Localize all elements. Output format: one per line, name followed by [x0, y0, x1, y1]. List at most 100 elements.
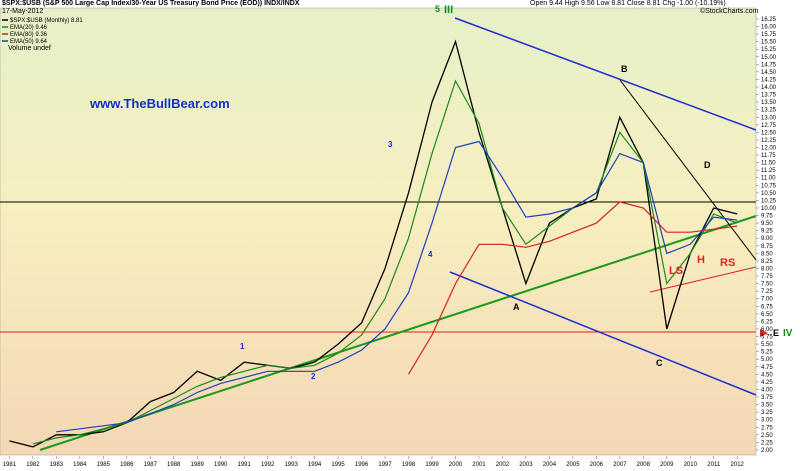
- y-tick-label: 7.25: [761, 289, 773, 295]
- y-tick-label: 3.00: [761, 418, 773, 424]
- y-tick-label: 7.50: [761, 282, 773, 288]
- x-tick-label: 1991: [237, 462, 251, 468]
- x-tick-label: 1993: [284, 462, 298, 468]
- chart-title: $SPX:$USB (S&P 500 Large Cap Index/30-Ye…: [2, 0, 300, 7]
- y-tick-label: 9.00: [761, 236, 773, 242]
- series-layer: [9, 39, 738, 448]
- legend-label: EMA(50) 9.64: [10, 39, 48, 45]
- y-tick-label: 4.75: [761, 365, 773, 371]
- x-tick-label: 2008: [637, 462, 651, 468]
- y-tick-label: 14.25: [761, 77, 777, 83]
- annotation: IV: [783, 328, 793, 339]
- trendline: [454, 17, 757, 131]
- x-tick-label: 2009: [660, 462, 674, 468]
- y-tick-label: 14.00: [761, 85, 777, 91]
- series-line: [56, 140, 738, 433]
- y-tick-label: 5.75: [761, 335, 773, 341]
- x-tick-label: 1992: [261, 462, 275, 468]
- series-line: [407, 201, 738, 375]
- y-tick-label: 2.50: [761, 433, 773, 439]
- legend-label: EMA(80) 9.36: [10, 32, 48, 38]
- x-tick-label: 2004: [543, 462, 557, 468]
- annotation: 5: [435, 4, 440, 14]
- y-tick-label: 10.75: [761, 183, 777, 189]
- y-tick-label: 7.00: [761, 297, 773, 303]
- y-tick-label: 3.25: [761, 410, 773, 416]
- x-tick-label: 1985: [97, 462, 111, 468]
- y-tick-label: 16.00: [761, 25, 777, 31]
- y-tick-label: 11.00: [761, 176, 776, 182]
- y-tick-label: 12.00: [761, 146, 777, 152]
- trendline: [649, 266, 757, 293]
- y-tick-label: 4.25: [761, 380, 773, 386]
- y-tick-label: 8.50: [761, 251, 773, 257]
- x-tick-label: 1988: [167, 462, 181, 468]
- x-tick-label: 1990: [214, 462, 228, 468]
- chart-date: 17-May-2012: [2, 8, 43, 15]
- plot-area: [0, 7, 757, 456]
- annotation: www.TheBullBear.com: [89, 96, 230, 111]
- x-tick-label: 2003: [519, 462, 533, 468]
- x-tick-label: 1997: [378, 462, 392, 468]
- annotation: 2: [311, 372, 316, 381]
- y-tick-label: 2.75: [761, 425, 773, 431]
- annotation: D: [704, 160, 711, 170]
- annotation: B: [621, 64, 628, 74]
- x-tick-label: 1995: [331, 462, 345, 468]
- annotations: www.TheBullBear.com 5 III B D A C LS H R…: [89, 4, 793, 381]
- y-tick-label: 7.75: [761, 274, 773, 280]
- y-tick-label: 8.75: [761, 244, 773, 250]
- x-tick-label: 2002: [496, 462, 510, 468]
- y-tick-label: 14.50: [761, 70, 777, 76]
- y-tick-label: 2.00: [761, 448, 773, 454]
- quote: Open 9.44 High 9.56 Low 8.81 Close 8.81 …: [530, 0, 726, 7]
- legend-label: $SPX:$USB (Monthly) 8.81: [10, 18, 83, 24]
- y-tick-label: 8.00: [761, 266, 773, 272]
- x-tick-label: 1986: [120, 462, 134, 468]
- y-tick-label: 9.75: [761, 214, 773, 220]
- arrow: [760, 329, 768, 337]
- x-tick-label: 1984: [73, 462, 87, 468]
- x-tick-label: 1987: [144, 462, 158, 468]
- y-tick-label: 4.00: [761, 387, 773, 393]
- y-tick-label: 6.75: [761, 304, 773, 310]
- y-tick-label: 10.50: [761, 191, 777, 197]
- y-tick-label: 13.50: [761, 100, 777, 106]
- y-tick-label: 11.25: [761, 168, 776, 174]
- y-tick-label: 14.75: [761, 62, 777, 68]
- trendlines: [0, 17, 757, 451]
- y-tick-label: 13.25: [761, 108, 777, 114]
- legend-label: EMA(20) 9.46: [10, 25, 48, 31]
- annotation: 4: [428, 250, 433, 259]
- x-tick-label: 1989: [191, 462, 205, 468]
- annotation: H: [697, 254, 705, 266]
- y-tick-label: 15.00: [761, 55, 777, 61]
- y-tick-label: 10.25: [761, 198, 777, 204]
- x-tick-label: 2010: [684, 462, 698, 468]
- trendline: [39, 215, 757, 451]
- x-tick-label: 2012: [731, 462, 745, 468]
- y-tick-label: 9.50: [761, 221, 773, 227]
- x-tick-label: 2011: [707, 462, 721, 468]
- x-tick-label: 2000: [449, 462, 463, 468]
- x-tick-label: 2001: [472, 462, 486, 468]
- trendline: [619, 79, 757, 261]
- x-tick-label: 2005: [566, 462, 580, 468]
- annotation: E: [773, 328, 779, 338]
- annotation: A: [513, 302, 520, 312]
- y-tick-label: 6.25: [761, 319, 773, 325]
- y-tick-label: 12.25: [761, 138, 777, 144]
- series-line: [32, 79, 738, 445]
- y-tick-label: 11.50: [761, 161, 776, 167]
- annotation: 3: [388, 140, 393, 149]
- y-tick-label: 13.75: [761, 93, 777, 99]
- y-tick-label: 12.75: [761, 123, 777, 129]
- y-tick-label: 3.50: [761, 403, 773, 409]
- x-tick-label: 1981: [3, 462, 17, 468]
- y-tick-label: 8.25: [761, 259, 773, 265]
- x-tick-label: 2006: [590, 462, 604, 468]
- y-tick-label: 15.25: [761, 47, 777, 53]
- y-tick-label: 5.00: [761, 357, 773, 363]
- y-tick-label: 9.25: [761, 229, 773, 235]
